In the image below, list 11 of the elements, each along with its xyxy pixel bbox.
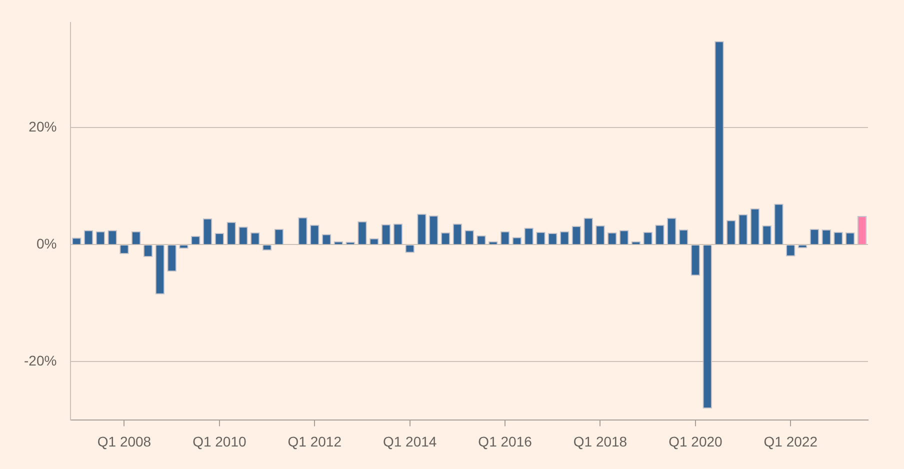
x-tick-label: Q1 2022 bbox=[764, 433, 818, 450]
x-tick-label: Q1 2020 bbox=[668, 433, 723, 450]
x-tick-label: Q1 2008 bbox=[97, 433, 152, 450]
y-tick-label: -20% bbox=[24, 352, 57, 369]
x-tick-label: Q1 2016 bbox=[478, 433, 532, 450]
x-tick-label: Q1 2018 bbox=[573, 433, 628, 450]
y-tick-label: 20% bbox=[28, 118, 57, 135]
y-tick-label: 0% bbox=[36, 236, 57, 252]
x-tick-label: Q1 2014 bbox=[382, 433, 437, 450]
x-tick-label: Q1 2010 bbox=[192, 433, 246, 450]
x-tick-label: Q1 2012 bbox=[288, 433, 342, 450]
